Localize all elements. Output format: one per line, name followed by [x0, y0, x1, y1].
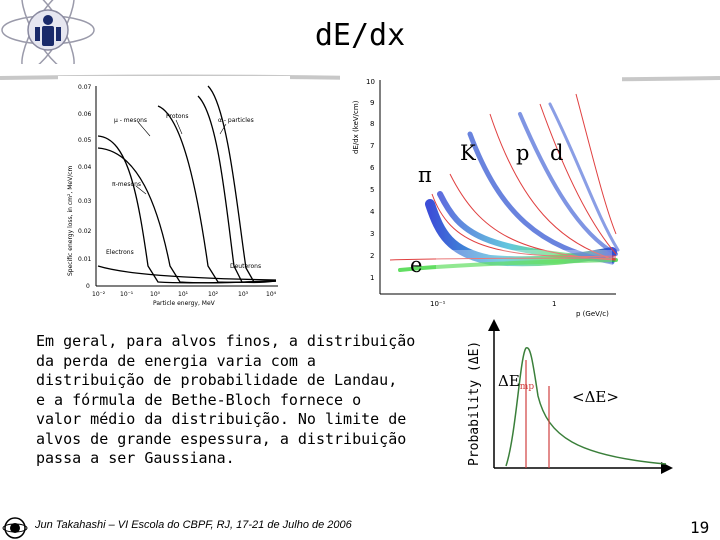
x-tick-5: 10³ [238, 291, 249, 298]
label-mu-mesons: μ - mesons [114, 117, 147, 124]
label-pi: π [418, 163, 432, 187]
r-y-tick-1: 9 [370, 99, 374, 107]
y-axis-label: Specific energy loss, in cm², MeV/cm [67, 165, 74, 276]
text-line: da perda de energia varia com a [36, 351, 316, 370]
text-line: Em geral, para alvos finos, a distribuiç… [36, 332, 416, 350]
y-tick-4: 0.03 [78, 198, 92, 205]
mean-label: <ΔE> [572, 388, 619, 406]
text-line: alvos de grande espessura, a distribuiçã… [36, 429, 407, 448]
y-tick-3: 0.04 [78, 164, 92, 171]
landau-y-axis-label: Probability (ΔE) [467, 341, 482, 466]
r-y-tick-9: 1 [370, 274, 374, 282]
x-axis-label: Particle energy, MeV [153, 300, 216, 307]
y-tick-7: 0 [86, 283, 90, 290]
r-x-tick-0: 10⁻¹ [430, 300, 446, 308]
x-tick-0: 10⁻² [92, 291, 106, 298]
y-tick-0: 0.07 [78, 84, 92, 91]
text-line: e a fórmula de Bethe-Bloch fornece o [36, 390, 362, 409]
r-y-tick-4: 6 [370, 164, 375, 172]
r-y-tick-8: 2 [370, 252, 374, 260]
mp-label: ΔEmp [498, 372, 534, 392]
footer-citation: Jun Takahashi – VI Escola do CBPF, RJ, 1… [35, 519, 352, 531]
label-deuteron: d [550, 141, 563, 165]
label-pi-mesons: π-mesons [112, 181, 141, 188]
label-proton: p [516, 141, 529, 165]
x-tick-2: 10⁰ [150, 291, 161, 298]
text-line: passa a ser Gaussiana. [36, 449, 235, 467]
x-tick-4: 10² [208, 291, 219, 298]
label-electron: e [410, 253, 422, 277]
y-tick-6: 0.01 [78, 256, 92, 263]
y-tick-1: 0.06 [78, 111, 92, 118]
x-tick-6: 10⁴ [266, 291, 277, 298]
description-paragraph: Em geral, para alvos finos, a distribuiç… [36, 332, 436, 469]
r-y-tick-2: 8 [370, 120, 374, 128]
y-tick-5: 0.02 [78, 228, 92, 235]
r-y-tick-5: 5 [370, 186, 374, 194]
x-tick-3: 10¹ [178, 291, 189, 298]
r-y-axis-label: dE/dx (keV/cm) [352, 100, 360, 154]
energy-loss-plot: 0.07 0.06 0.05 0.04 0.03 0.02 0.01 0 10⁻… [58, 76, 290, 308]
label-protons: Protons [166, 113, 188, 120]
r-x-tick-1: 1 [552, 300, 556, 308]
footer-logo [2, 517, 28, 539]
landau-distribution-sketch: Probability (ΔE) ΔEmp <ΔE> [467, 319, 673, 474]
slide-title: dE/dx [314, 18, 406, 53]
r-y-tick-0: 10 [366, 78, 375, 86]
x-tick-1: 10⁻¹ [120, 291, 134, 298]
label-electrons: Electrons [106, 249, 134, 256]
r-x-axis-label: p (GeV/c) [576, 310, 609, 318]
r-y-tick-7: 3 [370, 230, 374, 238]
text-line: distribuição de probabilidade de Landau, [36, 371, 398, 389]
institution-logo [1, 0, 95, 64]
y-tick-2: 0.05 [78, 137, 92, 144]
r-y-tick-6: 4 [370, 208, 375, 216]
text-line: valor médio da distribuição. No limite d… [36, 410, 407, 428]
label-alpha-particles: α - particles [218, 117, 254, 124]
label-kaon: K [460, 141, 476, 165]
page-number: 19 [690, 518, 710, 537]
r-y-tick-3: 7 [370, 142, 374, 150]
dedx-momentum-plot: 10 9 8 7 6 5 4 3 2 1 10⁻¹ 1 p (GeV/c) dE… [340, 74, 622, 320]
